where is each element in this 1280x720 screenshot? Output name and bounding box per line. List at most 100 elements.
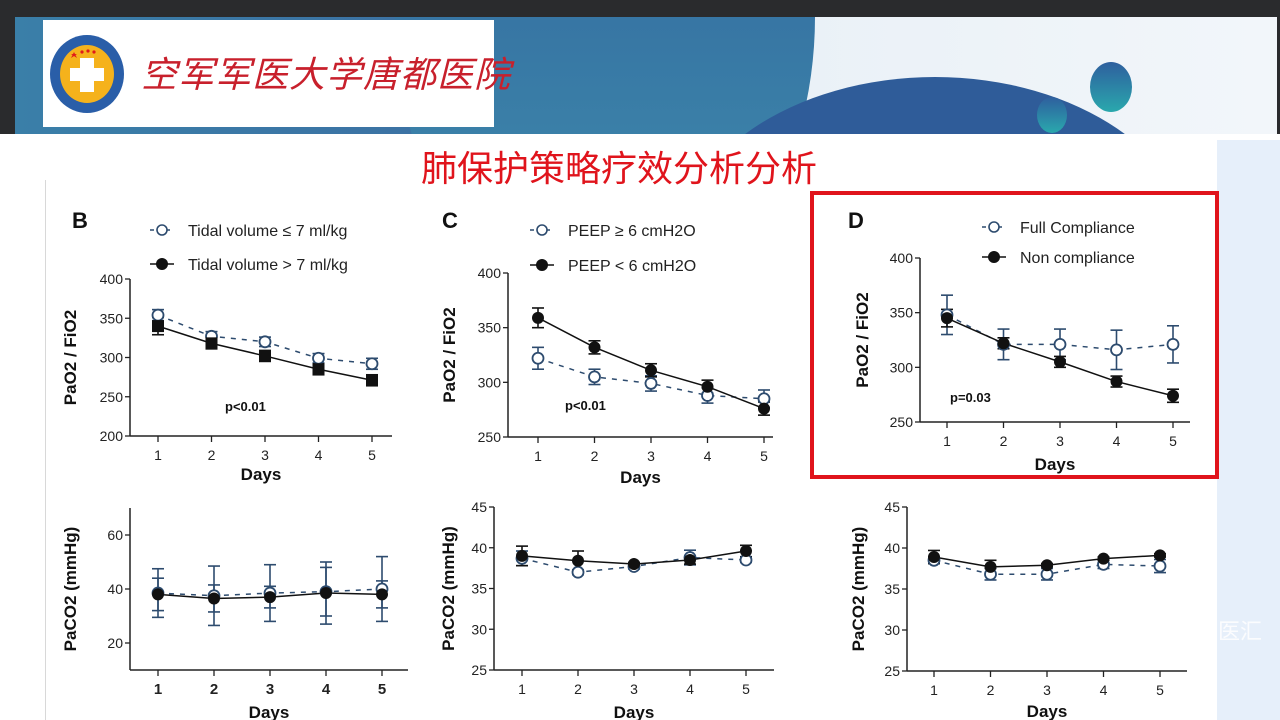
x-tick-label: 4: [704, 448, 712, 464]
data-point-filled: [628, 558, 640, 571]
x-tick-label: 1: [518, 681, 526, 697]
y-tick-label: 350: [890, 305, 914, 321]
y-tick-label: 350: [478, 320, 502, 336]
data-point-open: [258, 335, 272, 349]
x-axis-label: Days: [249, 703, 290, 720]
y-tick-label: 45: [471, 499, 487, 515]
x-tick-label: 4: [315, 447, 323, 463]
data-point-filled: [684, 553, 696, 566]
data-point-open: [1166, 337, 1180, 351]
y-tick-label: 40: [107, 581, 123, 597]
y-tick-label: 40: [471, 540, 487, 556]
content-divider: [45, 180, 46, 720]
legend-label: PEEP < 6 cmH2O: [568, 258, 696, 275]
data-point-filled: [928, 551, 940, 564]
highlight-box-panel-d: [810, 191, 1219, 479]
y-tick-label: 300: [100, 350, 124, 366]
p-value-annotation: p=0.03: [950, 390, 991, 405]
x-axis-label: Days: [620, 468, 661, 487]
data-point-open: [1110, 343, 1123, 357]
data-point-open: [312, 351, 325, 365]
x-tick-label: 2: [208, 447, 216, 463]
data-point-filled: [1054, 355, 1066, 368]
x-tick-label: 2: [1000, 433, 1008, 449]
data-point-open: [365, 357, 379, 371]
x-tick-label: 5: [760, 448, 768, 464]
x-tick-label: 4: [1113, 433, 1121, 449]
right-side-panel: [1217, 140, 1280, 720]
data-point-filled: [588, 341, 601, 354]
data-point-open: [151, 308, 165, 322]
panel-letter: C: [442, 208, 458, 233]
x-tick-label: 3: [266, 681, 274, 698]
x-axis-label: Days: [1027, 702, 1068, 720]
x-tick-label: 1: [154, 447, 162, 463]
x-tick-label: 3: [1056, 433, 1064, 449]
data-point-filled: [572, 554, 584, 567]
legend-marker-filled: [988, 251, 1000, 263]
x-tick-label: 3: [261, 447, 269, 463]
x-tick-label: 2: [591, 448, 599, 464]
data-point-square: [312, 363, 325, 376]
legend-label: PEEP ≥ 6 cmH2O: [568, 223, 696, 240]
x-tick-label: 2: [987, 682, 995, 698]
y-tick-label: 300: [478, 374, 502, 390]
y-tick-label: 400: [100, 271, 124, 287]
x-tick-label: 3: [647, 448, 655, 464]
data-point-square: [259, 349, 271, 362]
data-point-filled: [264, 591, 276, 604]
data-point-open: [1053, 337, 1067, 351]
x-tick-label: 3: [1043, 682, 1051, 698]
y-tick-label: 25: [884, 663, 900, 679]
data-point-filled: [376, 588, 388, 601]
data-point-filled: [1110, 375, 1123, 388]
x-tick-label: 4: [322, 681, 331, 698]
panel-letter: D: [848, 208, 864, 233]
data-point-square: [366, 374, 378, 387]
x-tick-label: 4: [686, 681, 694, 697]
panel-letter: B: [72, 208, 88, 233]
y-tick-label: 35: [471, 581, 487, 597]
x-tick-label: 1: [943, 433, 951, 449]
data-point-square: [152, 320, 164, 333]
x-axis-label: Days: [241, 465, 282, 484]
data-point-open: [588, 370, 601, 384]
x-tick-label: 1: [154, 681, 162, 698]
x-tick-label: 5: [1156, 682, 1164, 698]
data-point-filled: [941, 312, 953, 325]
legend-marker-open: [156, 224, 168, 236]
p-value-annotation: p<0.01: [565, 398, 606, 413]
x-tick-label: 4: [1100, 682, 1108, 698]
x-tick-label: 1: [930, 682, 938, 698]
y-tick-label: 60: [107, 527, 123, 543]
data-point-filled: [1041, 559, 1053, 572]
y-tick-label: 40: [884, 540, 900, 556]
x-tick-label: 1: [534, 448, 542, 464]
data-point-filled: [1154, 549, 1166, 562]
chart-b-paco2: 20 40 60 1 2 3 4 5 Days PaCO2 (mmHg): [61, 508, 408, 720]
banner-bubble-small: [1037, 97, 1067, 133]
x-tick-label: 2: [210, 681, 218, 698]
data-point-open: [531, 351, 545, 365]
data-point-filled: [320, 587, 332, 600]
x-tick-label: 2: [574, 681, 582, 697]
data-point-filled: [1167, 389, 1179, 402]
p-value-annotation: p<0.01: [225, 399, 266, 414]
legend-marker-filled: [536, 259, 548, 271]
x-tick-label: 5: [1169, 433, 1177, 449]
x-axis-label: Days: [1035, 455, 1076, 474]
y-tick-label: 250: [478, 429, 502, 445]
chart-d-pao2: 250 300 350 400 1 2 3 4 5 Days PaO2 / FiO2 Dp=0.03 F…: [848, 208, 1190, 474]
y-axis-label: PaO2 / FiO2: [61, 310, 80, 405]
x-axis-label: Days: [614, 703, 655, 720]
legend-label: Tidal volume > 7 ml/kg: [188, 257, 348, 274]
hospital-name: 空军军医大学唐都医院: [141, 55, 512, 95]
data-point-filled: [152, 588, 164, 601]
data-point-open: [1153, 559, 1167, 573]
legend-marker-open: [988, 221, 1000, 233]
y-tick-label: 45: [884, 499, 900, 515]
y-tick-label: 30: [884, 622, 900, 638]
data-point-square: [205, 337, 218, 350]
legend-marker-filled: [156, 258, 168, 270]
y-axis-label: PaCO2 (mmHg): [439, 526, 458, 651]
